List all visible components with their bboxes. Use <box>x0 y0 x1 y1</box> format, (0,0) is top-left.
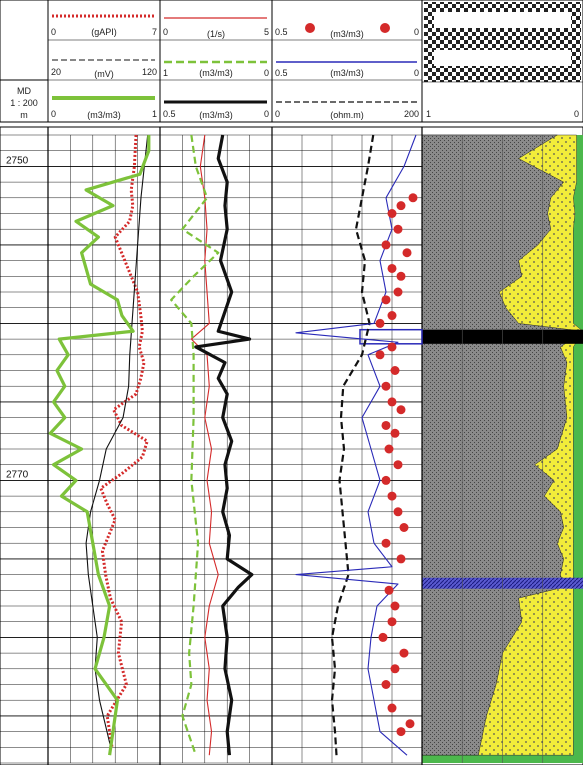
rhob-unit: (m3/m3) <box>199 110 233 120</box>
track3-marker <box>381 420 391 430</box>
track3-curve-0 <box>330 134 375 756</box>
track3-marker <box>387 311 397 321</box>
depth-label-2750: 2750 <box>6 155 29 166</box>
track3-marker <box>381 240 391 250</box>
track3-header: 0.5 (m3/m3) 0 0.5 (m3/m3) 0 0 (ohm.m) 20… <box>272 23 422 120</box>
track3-marker <box>390 664 400 674</box>
core-legend-marker <box>380 23 390 33</box>
sp-max: 120 <box>142 67 157 77</box>
core-legend-marker <box>305 23 315 33</box>
lithology-legend-box <box>434 12 571 28</box>
nphi-max: 0 <box>264 68 269 78</box>
track3-marker <box>387 209 397 218</box>
track3-marker <box>387 617 397 627</box>
track3-marker <box>396 554 406 564</box>
track2-curve-1 <box>170 134 220 756</box>
track3-marker <box>375 318 385 328</box>
log-header: MD 1 : 200 m 0 (gAPI) 7 20 (mV) 120 0 (m… <box>0 0 583 123</box>
track4-header: 1 0 <box>422 2 583 119</box>
phi-max: 1 <box>152 109 157 119</box>
track3-marker <box>396 727 406 737</box>
track2-curve-2 <box>194 134 254 756</box>
track3-marker <box>381 538 391 548</box>
rhob-min: 0.5 <box>163 109 176 119</box>
unit-label: m <box>20 110 28 120</box>
core-max: 0 <box>414 27 419 37</box>
track3-marker <box>393 224 403 234</box>
nphi-unit: (m3/m3) <box>199 68 233 78</box>
res-max: 200 <box>404 109 419 119</box>
track3-marker <box>381 475 391 485</box>
phie-min: 0.5 <box>275 68 288 78</box>
lithology-legend-box <box>434 50 571 66</box>
track3-marker <box>381 680 391 689</box>
track3-marker <box>402 248 412 258</box>
track2-header: 0 (1/s) 5 1 (m3/m3) 0 0.5 (m3/m3) 0 <box>160 17 272 120</box>
track3-marker <box>387 342 397 352</box>
track1-curve-2 <box>48 135 151 756</box>
res-min: 0 <box>275 109 280 119</box>
track3-marker <box>387 491 397 501</box>
sp-unit: (mV) <box>94 69 114 79</box>
dt-unit: (1/s) <box>207 29 225 39</box>
track3-marker <box>396 271 406 281</box>
track3-curve-1 <box>295 134 417 756</box>
nphi-min: 1 <box>163 68 168 78</box>
track3-marker <box>378 632 388 642</box>
phi-min: 0 <box>51 109 56 119</box>
track3-marker <box>390 366 400 375</box>
track3-marker <box>384 585 394 595</box>
track3-marker <box>399 523 409 532</box>
phie-unit: (m3/m3) <box>330 68 364 78</box>
depth-axis: 2750 2770 <box>6 155 29 480</box>
track3-marker <box>405 719 415 729</box>
track3-marker <box>393 507 403 517</box>
track3-marker <box>408 193 418 203</box>
core-unit: (m3/m3) <box>330 29 364 39</box>
track3-marker <box>396 201 406 211</box>
track3-marker <box>390 601 400 611</box>
track1-header: 0 (gAPI) 7 20 (mV) 120 0 (m3/m3) 1 <box>48 14 160 120</box>
track3-marker <box>396 405 406 415</box>
track3-marker <box>375 350 385 360</box>
md-label: MD <box>17 86 31 96</box>
res-unit: (ohm.m) <box>330 110 364 120</box>
sp-min: 20 <box>51 67 61 77</box>
curves <box>48 134 418 756</box>
depth-label-2770: 2770 <box>6 469 29 480</box>
track1-curve-1 <box>85 134 149 748</box>
track3-marker <box>387 397 397 407</box>
phie-max: 0 <box>414 68 419 78</box>
phi-unit: (m3/m3) <box>87 110 121 120</box>
track3-marker <box>393 287 403 297</box>
lith-min: 1 <box>426 109 431 119</box>
scale-label: 1 : 200 <box>10 98 38 108</box>
rhob-max: 0 <box>264 109 269 119</box>
core-min: 0.5 <box>275 27 288 37</box>
log-body: 2750 2770 <box>0 126 583 766</box>
track3-marker <box>381 381 391 391</box>
track3-marker <box>384 444 394 454</box>
dt-min: 0 <box>163 27 168 37</box>
gr-max: 7 <box>152 27 157 37</box>
gr-unit: (gAPI) <box>91 27 117 37</box>
track3-marker <box>393 460 403 470</box>
track3-marker <box>387 703 397 713</box>
lith-max: 0 <box>574 109 579 119</box>
track1-curve-0 <box>99 134 149 748</box>
track3-marker <box>399 648 409 658</box>
track3-marker <box>390 428 400 438</box>
track3-marker <box>381 295 391 305</box>
track3-marker <box>387 263 397 273</box>
dt-max: 5 <box>264 27 269 37</box>
gr-min: 0 <box>51 27 56 37</box>
